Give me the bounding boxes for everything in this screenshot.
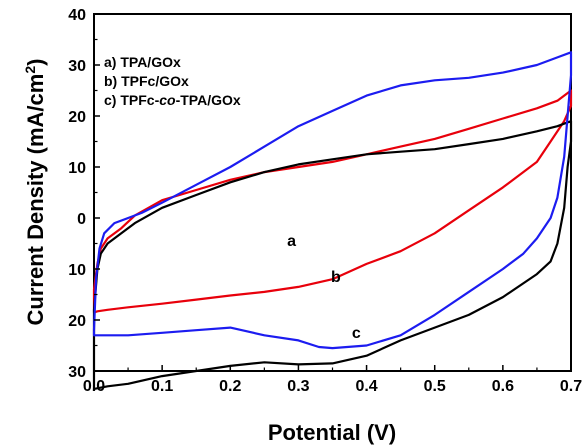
legend-entry-b: b) TPFc/GOx xyxy=(104,73,189,89)
x-tick-label: 0.2 xyxy=(219,378,241,395)
y-tick-label: 20 xyxy=(68,313,86,330)
y-tick-label: 30 xyxy=(68,364,86,381)
y-tick-label: 40 xyxy=(68,7,86,24)
y-tick-label: 20 xyxy=(68,109,86,126)
series-layer xyxy=(92,51,573,390)
curve-labels: a b c xyxy=(287,233,361,342)
curve-label-a: a xyxy=(287,233,296,250)
y-tick-label: 0 xyxy=(77,211,86,228)
x-tick-label: 0.1 xyxy=(151,378,173,395)
x-tick-label: 0.6 xyxy=(492,378,514,395)
x-axis-ticks: 0.0 0.1 0.2 0.3 0.4 0.5 0.6 0.7 xyxy=(83,365,582,395)
legend-entry-c: c) TPFc-co-TPA/GOx xyxy=(104,92,241,108)
series-a-curve xyxy=(92,89,573,314)
x-axis-title: Potential (V) xyxy=(268,420,396,445)
x-tick-label: 0.3 xyxy=(287,378,309,395)
series-c-curve xyxy=(92,51,573,350)
y-axis-ticks: 40 30 20 10 0 10 20 30 xyxy=(68,7,100,381)
legend-entry-a: a) TPA/GOx xyxy=(104,54,181,70)
y-tick-label: 10 xyxy=(68,160,86,177)
plot-area: 0.0 0.1 0.2 0.3 0.4 0.5 0.6 0.7 40 30 20 10 0 10 20 30… xyxy=(68,7,582,395)
curve-label-b: b xyxy=(331,269,341,286)
x-tick-label: 0.7 xyxy=(560,378,582,395)
x-tick-label: 0.5 xyxy=(424,378,446,395)
legend: a) TPA/GOx b) TPFc/GOx c) TPFc-co-TPA/GO… xyxy=(104,54,241,108)
y-tick-label: 30 xyxy=(68,58,86,75)
curve-label-c: c xyxy=(352,325,361,342)
x-tick-label: 0.0 xyxy=(83,378,105,395)
y-tick-label: 10 xyxy=(68,262,86,279)
series-b-curve xyxy=(92,119,573,390)
x-tick-label: 0.4 xyxy=(355,378,377,395)
y-axis-title: Current Density (mA/cm2) xyxy=(22,59,48,326)
